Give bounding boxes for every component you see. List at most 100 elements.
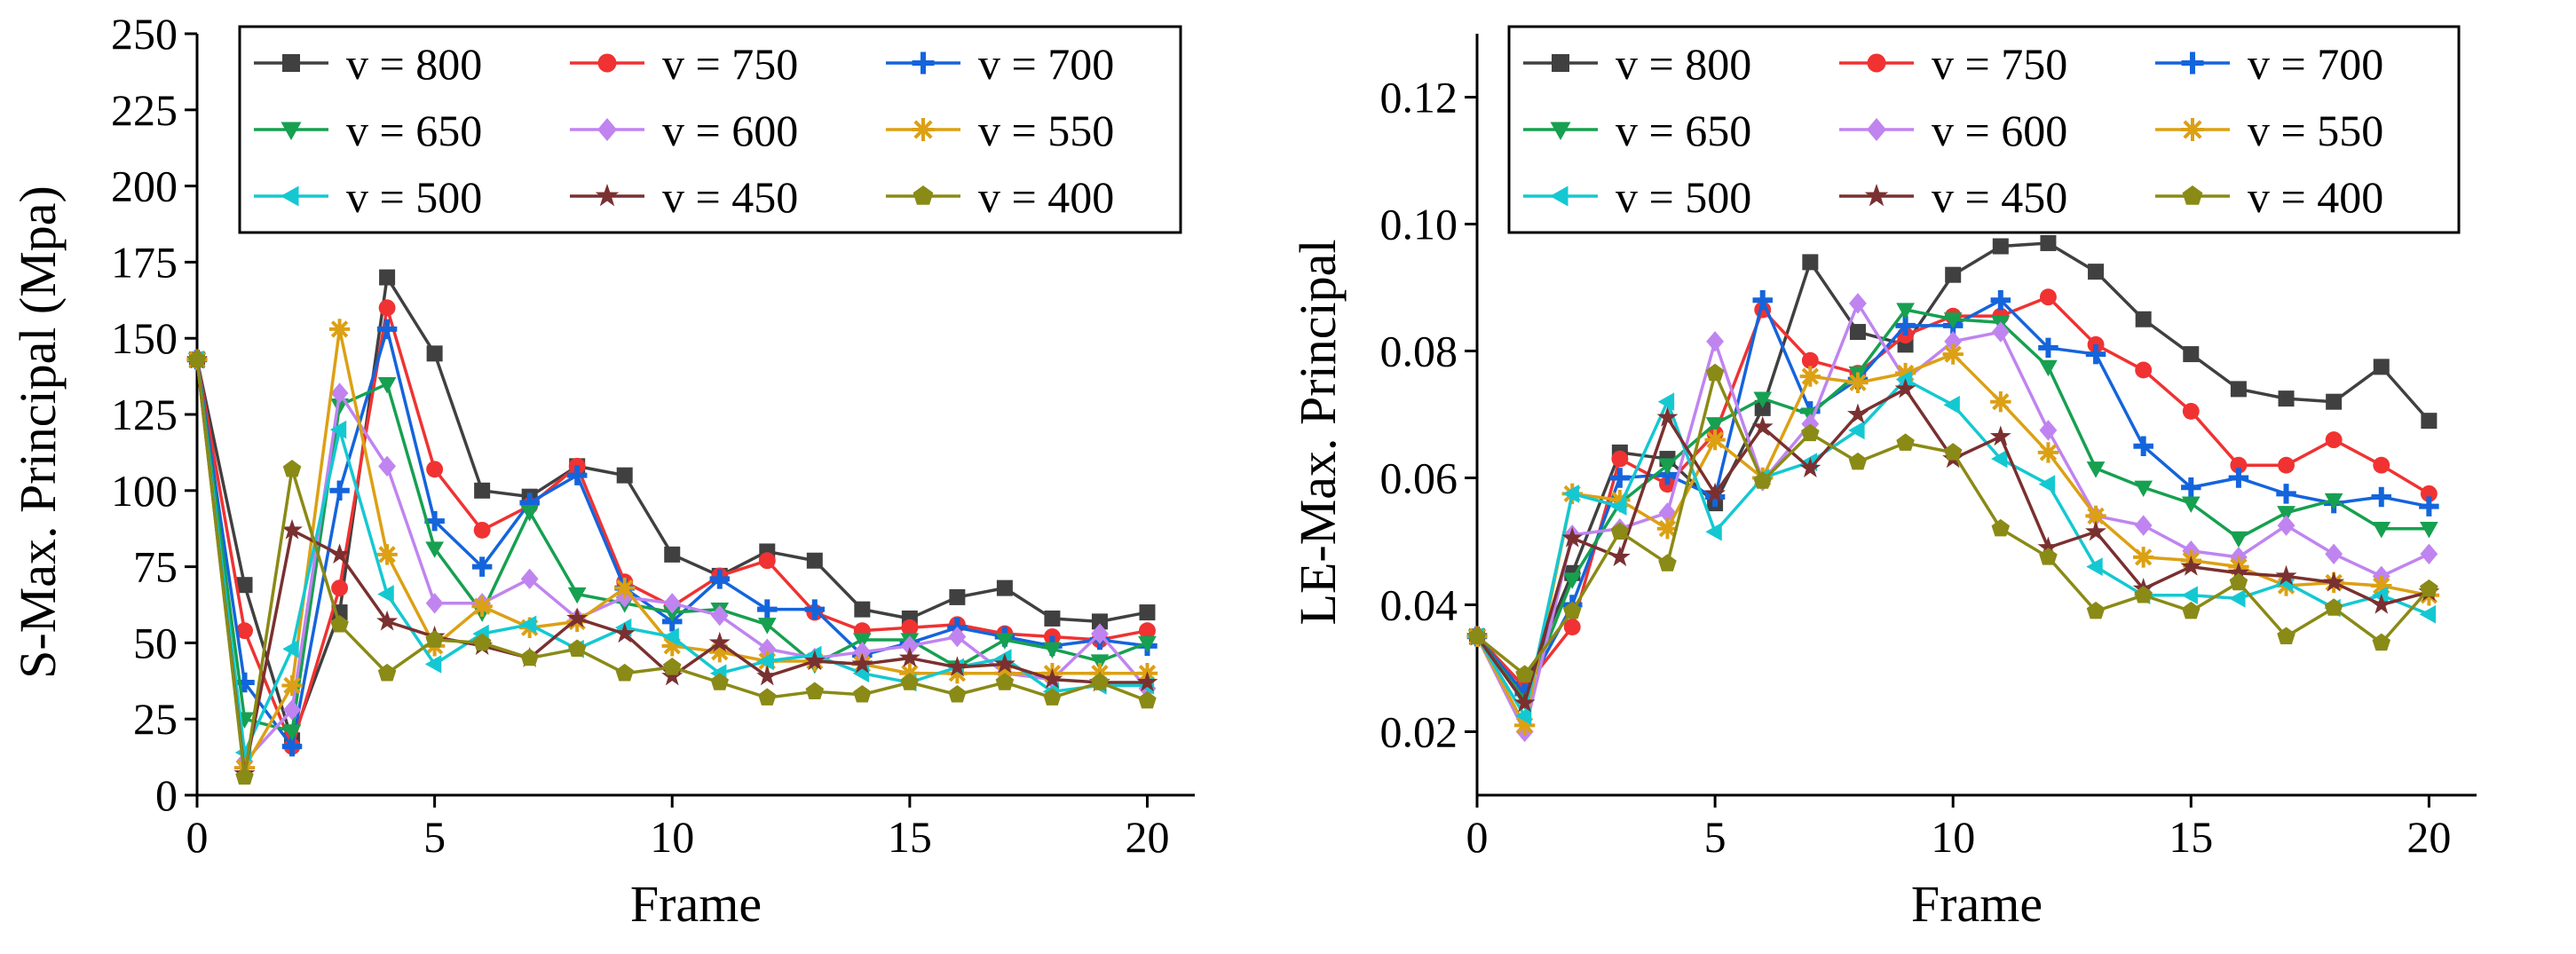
data-point — [995, 633, 1015, 650]
data-point — [379, 269, 396, 286]
data-point — [236, 622, 253, 640]
right-y-axis-title: LE-Max. Principal — [1289, 240, 1347, 626]
data-point — [2420, 522, 2438, 539]
data-point — [376, 544, 398, 565]
data-point — [2086, 461, 2106, 478]
data-point — [377, 585, 394, 603]
data-point — [281, 674, 303, 697]
data-point — [425, 593, 444, 614]
data-point — [1942, 343, 1964, 365]
data-point — [1991, 321, 2010, 343]
legend-label: v = 450 — [1932, 172, 2067, 222]
left-y-tick-label: 150 — [111, 313, 178, 363]
data-point — [1992, 238, 2009, 255]
data-point — [1849, 293, 1867, 314]
right-x-tick-label: 10 — [1931, 812, 1975, 862]
data-point — [898, 646, 921, 667]
data-point — [2135, 361, 2153, 379]
legend-label: v = 800 — [1616, 39, 1751, 89]
data-point — [661, 635, 683, 657]
data-point — [1562, 601, 1582, 619]
data-point — [2132, 547, 2154, 568]
series-line — [195, 359, 1148, 776]
right-x-tick-label: 20 — [2406, 812, 2451, 862]
data-point — [664, 546, 681, 563]
data-point — [2229, 589, 2246, 608]
legend-marker — [2181, 51, 2204, 75]
data-point — [806, 552, 823, 569]
data-point — [853, 684, 872, 703]
data-point — [1656, 406, 1679, 427]
data-point — [2372, 522, 2391, 539]
data-point — [1705, 522, 1722, 541]
legend-marker — [1550, 122, 1571, 140]
data-point — [1989, 425, 2011, 446]
data-point — [328, 543, 351, 564]
data-point — [1847, 372, 1869, 393]
data-point — [615, 663, 634, 682]
data-point — [2275, 564, 2297, 586]
data-point — [852, 633, 872, 650]
data-point — [1467, 627, 1487, 644]
right-y-tick-label: 0.12 — [1380, 73, 1458, 122]
data-point — [2086, 601, 2106, 619]
data-point — [854, 601, 871, 618]
right-chart-panel: 0 5 10 15 20 0.02 0.04 0.06 0.08 0.10 0.12 Frame LE-… — [1289, 25, 2477, 933]
data-point — [758, 638, 777, 659]
data-point — [1138, 635, 1157, 653]
data-point — [757, 599, 778, 619]
data-point — [1609, 468, 1631, 488]
right-y-tick-label: 0.04 — [1380, 580, 1458, 630]
right-series-650 — [1467, 303, 2438, 710]
data-point — [805, 682, 825, 700]
data-point — [2180, 556, 2202, 576]
left-y-tick-label: 250 — [111, 9, 178, 59]
data-point — [2088, 264, 2105, 280]
legend-label: v = 750 — [662, 39, 798, 89]
data-point — [2085, 343, 2106, 365]
data-point — [663, 593, 682, 614]
legend-label: v = 800 — [346, 39, 482, 89]
data-point — [567, 639, 587, 658]
data-point — [377, 663, 397, 682]
data-point — [2135, 311, 2152, 327]
data-point — [567, 587, 587, 604]
data-point — [1894, 362, 1916, 384]
legend-frame — [1507, 25, 2461, 234]
data-point — [614, 577, 636, 599]
data-point — [1752, 290, 1773, 311]
left-x-tick-label: 15 — [888, 812, 932, 862]
data-point — [2039, 359, 2058, 377]
data-point — [2372, 633, 2391, 651]
data-point — [1704, 429, 1726, 451]
data-point — [282, 724, 302, 741]
data-point — [2038, 337, 2058, 359]
data-point — [1608, 546, 1631, 567]
left-legend: v = 800 v = 750 v = 700 v = 650 v = 600 v = 5… — [238, 25, 1182, 234]
right-legend: v = 800 v = 750 v = 700 v = 650 v = 600 v = 5… — [1507, 25, 2461, 234]
data-point — [1943, 395, 1960, 414]
series-line — [195, 359, 1149, 779]
legend-label: v = 700 — [2248, 39, 2383, 89]
data-point — [2181, 496, 2201, 513]
data-point — [2421, 413, 2438, 430]
data-point — [1753, 391, 1773, 408]
data-point — [2370, 593, 2392, 614]
data-point — [1751, 415, 1774, 437]
right-y-tick-label: 0.06 — [1380, 453, 1458, 503]
data-point — [2277, 515, 2295, 536]
data-point — [2040, 234, 2057, 251]
data-point — [946, 663, 968, 684]
data-point — [1562, 485, 1579, 503]
data-point — [1944, 331, 1963, 352]
data-point — [1802, 254, 1819, 271]
data-point — [2037, 442, 2059, 463]
left-x-tick-label: 10 — [650, 812, 694, 862]
data-point — [1945, 266, 1962, 283]
data-point — [2181, 586, 2198, 605]
data-point — [710, 673, 730, 690]
data-point — [331, 579, 349, 597]
data-point — [2419, 496, 2439, 516]
data-point — [1991, 449, 2008, 469]
data-point — [996, 579, 1013, 596]
